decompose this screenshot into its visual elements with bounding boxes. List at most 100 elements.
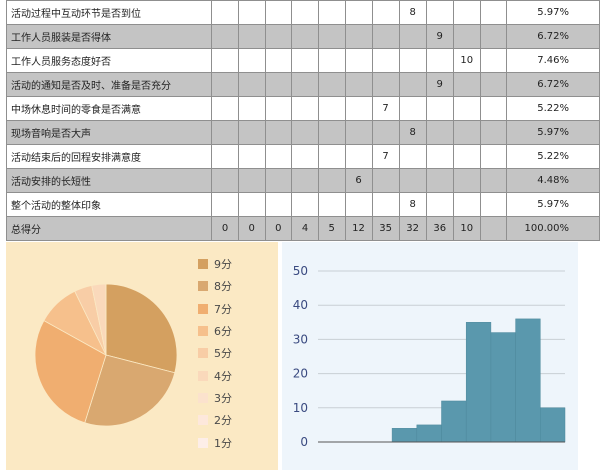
score-cell <box>371 72 400 97</box>
legend-swatch <box>198 392 208 403</box>
table-row: 活动安排的长短性 6 4.48% <box>5 168 600 193</box>
score-cell <box>371 168 400 193</box>
percent-cell: 6.72% <box>506 24 600 49</box>
score-cell <box>264 168 293 193</box>
score-cell <box>317 0 346 25</box>
legend-swatch <box>198 281 208 292</box>
score-cell <box>479 96 508 121</box>
score-cell <box>344 0 373 25</box>
score-cell: 7 <box>371 96 400 121</box>
score-cell <box>398 168 427 193</box>
score-cell: 8 <box>398 0 427 25</box>
score-cell <box>237 72 266 97</box>
percent-cell: 6.72% <box>506 72 600 97</box>
table-row: 活动的通知是否及时、准备是否充分 9 6.72% <box>5 72 600 97</box>
score-cell <box>291 120 319 145</box>
legend-item: 4分 <box>198 364 232 386</box>
score-cell: 0 <box>211 216 239 241</box>
score-cell <box>264 192 293 217</box>
score-cell <box>425 168 454 193</box>
pie-legend: 9分 8分 7分 6分 5分 4分 3分 2分 1分 <box>198 253 232 454</box>
score-cell <box>264 96 293 121</box>
score-cell <box>425 96 454 121</box>
score-cell: 0 <box>237 216 266 241</box>
percent-cell: 4.48% <box>506 168 600 193</box>
row-label: 活动安排的长短性 <box>5 168 213 193</box>
score-cell: 10 <box>452 48 481 73</box>
row-label: 现场音响是否大声 <box>5 120 213 145</box>
legend-label: 3分 <box>214 391 232 405</box>
pie-slice <box>105 283 178 374</box>
row-label: 中场休息时间的零食是否满意 <box>5 96 213 121</box>
score-cell <box>425 144 454 169</box>
score-cell <box>211 0 239 25</box>
table-row: 现场音响是否大声 8 5.97% <box>5 120 600 145</box>
score-cell <box>452 72 481 97</box>
legend-item: 2分 <box>198 409 232 431</box>
histogram-bar <box>515 318 541 443</box>
score-cell <box>371 24 400 49</box>
score-cell: 8 <box>398 192 427 217</box>
row-label: 活动过程中互动环节是否到位 <box>5 0 213 25</box>
y-tick-label: 10 <box>293 401 308 415</box>
score-cell <box>237 168 266 193</box>
score-cell <box>317 72 346 97</box>
legend-item: 7分 <box>198 298 232 320</box>
legend-label: 7分 <box>214 302 232 316</box>
legend-swatch <box>198 259 208 270</box>
score-cell <box>211 72 239 97</box>
score-cell <box>398 24 427 49</box>
y-tick-label: 0 <box>300 435 308 449</box>
score-cell <box>237 0 266 25</box>
score-cell <box>317 48 346 73</box>
histogram-panel: 0 10 20 30 40 50 <box>282 242 578 470</box>
percent-cell: 5.97% <box>506 120 600 145</box>
score-cell <box>425 192 454 217</box>
score-cell <box>291 192 319 217</box>
table-row: 中场休息时间的零食是否满意 7 5.22% <box>5 96 600 121</box>
score-cell <box>479 168 508 193</box>
pie-chart <box>34 283 178 427</box>
score-cell <box>211 96 239 121</box>
score-cell <box>237 144 266 169</box>
score-cell: 9 <box>425 24 454 49</box>
percent-cell: 5.97% <box>506 192 600 217</box>
score-cell <box>264 48 293 73</box>
score-cell: 35 <box>371 216 400 241</box>
score-cell: 32 <box>398 216 427 241</box>
histogram-bar <box>490 332 516 443</box>
score-cell <box>237 24 266 49</box>
legend-label: 6分 <box>214 325 232 339</box>
score-cell <box>344 120 373 145</box>
legend-label: 9分 <box>214 258 232 272</box>
score-cell <box>317 120 346 145</box>
score-cell <box>344 96 373 121</box>
score-cell <box>317 96 346 121</box>
row-label: 活动结束后的回程安排满意度 <box>5 144 213 169</box>
legend-label: 1分 <box>214 436 232 450</box>
percent-cell: 7.46% <box>506 48 600 73</box>
score-cell <box>452 0 481 25</box>
score-cell: 5 <box>317 216 346 241</box>
legend-swatch <box>198 303 208 314</box>
survey-score-table: 活动过程中互动环节是否到位 8 5.97% 工作人员服装是否得体 9 6.72% 工作人员服… <box>5 0 600 241</box>
legend-item: 3分 <box>198 387 232 409</box>
score-cell <box>237 48 266 73</box>
percent-cell: 5.22% <box>506 96 600 121</box>
score-cell <box>237 192 266 217</box>
score-cell <box>291 72 319 97</box>
table-row: 整个活动的整体印象 8 5.97% <box>5 192 600 217</box>
score-cell <box>479 72 508 97</box>
y-tick-label: 50 <box>293 264 308 278</box>
score-cell <box>371 192 400 217</box>
score-cell <box>264 144 293 169</box>
row-label: 活动的通知是否及时、准备是否充分 <box>5 72 213 97</box>
score-cell <box>291 144 319 169</box>
pie-slice <box>84 354 176 427</box>
score-cell <box>291 48 319 73</box>
y-tick-label: 30 <box>293 332 308 346</box>
legend-swatch <box>198 437 208 448</box>
score-cell <box>211 24 239 49</box>
score-cell <box>425 0 454 25</box>
pie-slice <box>91 283 107 356</box>
